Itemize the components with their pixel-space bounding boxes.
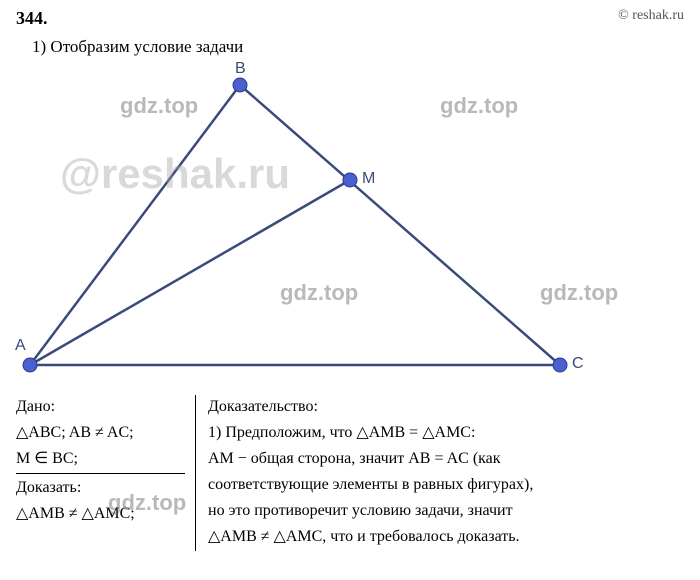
edge-ab xyxy=(30,85,240,365)
prove-line: △AMB ≠ △AMC; xyxy=(16,502,185,526)
proof-line3: соответствующие элементы в равных фигура… xyxy=(208,473,684,497)
vertex-b-label: B xyxy=(235,60,246,78)
given-line1: △ABC; AB ≠ AC; xyxy=(16,421,185,445)
proof-line5: △AMB ≠ △AMC, что и требовалось доказать. xyxy=(208,525,684,549)
proof-section: Дано: △ABC; AB ≠ AC; M ∈ BC; Доказать: △… xyxy=(0,395,700,551)
vertex-c-label: C xyxy=(572,355,584,373)
proof-line4: но это противоречит условию задачи, знач… xyxy=(208,499,684,523)
proof-title: Доказательство: xyxy=(208,395,684,419)
proof-column: Доказательство: 1) Предположим, что △AMB… xyxy=(196,395,684,551)
geometry-diagram: A B C M gdz.top gdz.top gdz.top gdz.top … xyxy=(0,65,700,395)
vertex-m-point xyxy=(343,173,357,187)
given-line2: M ∈ BC; xyxy=(16,447,185,474)
given-title: Дано: xyxy=(16,395,185,419)
given-column: Дано: △ABC; AB ≠ AC; M ∈ BC; Доказать: △… xyxy=(16,395,196,551)
vertex-m-label: M xyxy=(362,170,375,188)
edge-am xyxy=(30,180,350,365)
proof-line2: AM − общая сторона, значит AB = AC (как xyxy=(208,447,684,471)
edge-bc xyxy=(240,85,560,365)
problem-number: 344. xyxy=(16,8,48,29)
vertex-c-point xyxy=(553,358,567,372)
triangle-svg xyxy=(0,65,700,395)
vertex-a-point xyxy=(23,358,37,372)
site-credit: © reshak.ru xyxy=(618,8,684,29)
prove-title: Доказать: xyxy=(16,476,185,500)
step-text: 1) Отобразим условие задачи xyxy=(0,33,700,65)
vertex-a-label: A xyxy=(15,337,26,355)
vertex-b-point xyxy=(233,78,247,92)
proof-line1: 1) Предположим, что △AMB = △AMC: xyxy=(208,421,684,445)
